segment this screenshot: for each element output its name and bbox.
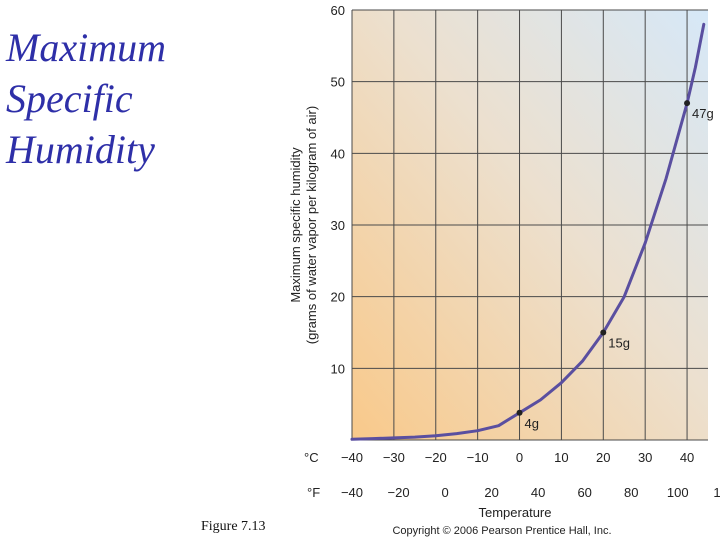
x-tick-label-fahrenheit: −20 <box>388 485 410 500</box>
figure-caption: Figure 7.13 <box>201 519 266 534</box>
y-tick-label: 50 <box>331 75 345 90</box>
series <box>350 22 706 441</box>
x-tick-label-fahrenheit: 40 <box>531 485 545 500</box>
y-axis-title-line-2: (grams of water vapor per kilogram of ai… <box>304 106 319 344</box>
y-tick-label: 40 <box>331 146 345 161</box>
grid <box>351 9 708 440</box>
title-line-1: Maximum <box>6 25 166 70</box>
data-point-marker <box>516 409 523 416</box>
y-tick-label: 20 <box>331 290 345 305</box>
data-point-marker <box>684 100 691 107</box>
x-tick-label-celsius: 30 <box>638 450 652 465</box>
data-point-label: 47g <box>692 106 714 121</box>
x-tick-label-celsius: −40 <box>341 450 363 465</box>
axes: 102030405060°C−40−30−20−1001020304050°F−… <box>304 3 720 500</box>
y-tick-label: 10 <box>331 361 345 376</box>
x-tick-label-celsius: 0 <box>516 450 523 465</box>
title-line-3: Humidity <box>6 127 155 172</box>
x-tick-label-celsius: 20 <box>596 450 610 465</box>
y-axis-title: Maximum specific humidity (grams of water… <box>288 106 319 344</box>
y-tick-label: 60 <box>331 3 345 18</box>
x-tick-label-fahrenheit: 0 <box>441 485 448 500</box>
celsius-unit-label: °C <box>304 450 319 465</box>
x-tick-label-fahrenheit: 20 <box>484 485 498 500</box>
copyright-text: Copyright © 2006 Pearson Prentice Hall, … <box>392 525 611 537</box>
y-axis-title-line-1: Maximum specific humidity <box>288 147 303 303</box>
x-tick-label-celsius: −10 <box>467 450 489 465</box>
x-axis-title: Temperature <box>479 505 552 520</box>
data-point-label: 4g <box>525 416 539 431</box>
slide-title: Maximum Specific Humidity <box>6 22 266 175</box>
x-tick-label-celsius: −30 <box>383 450 405 465</box>
x-tick-label-celsius: 10 <box>554 450 568 465</box>
x-tick-label-fahrenheit: 60 <box>577 485 591 500</box>
data-point-label: 15g <box>608 336 630 351</box>
x-tick-label-fahrenheit: 120 <box>713 485 720 500</box>
data-point-marker <box>600 329 607 336</box>
marked-points: 4g 15g 47g <box>516 100 714 431</box>
humidity-curve <box>350 22 706 441</box>
x-tick-label-fahrenheit: 100 <box>667 485 689 500</box>
x-tick-label-fahrenheit: −40 <box>341 485 363 500</box>
x-tick-label-celsius: −20 <box>425 450 447 465</box>
x-tick-label-celsius: 40 <box>680 450 694 465</box>
fahrenheit-unit-label: °F <box>307 485 320 500</box>
y-tick-label: 30 <box>331 218 345 233</box>
title-line-2: Specific <box>6 76 133 121</box>
x-tick-label-fahrenheit: 80 <box>624 485 638 500</box>
